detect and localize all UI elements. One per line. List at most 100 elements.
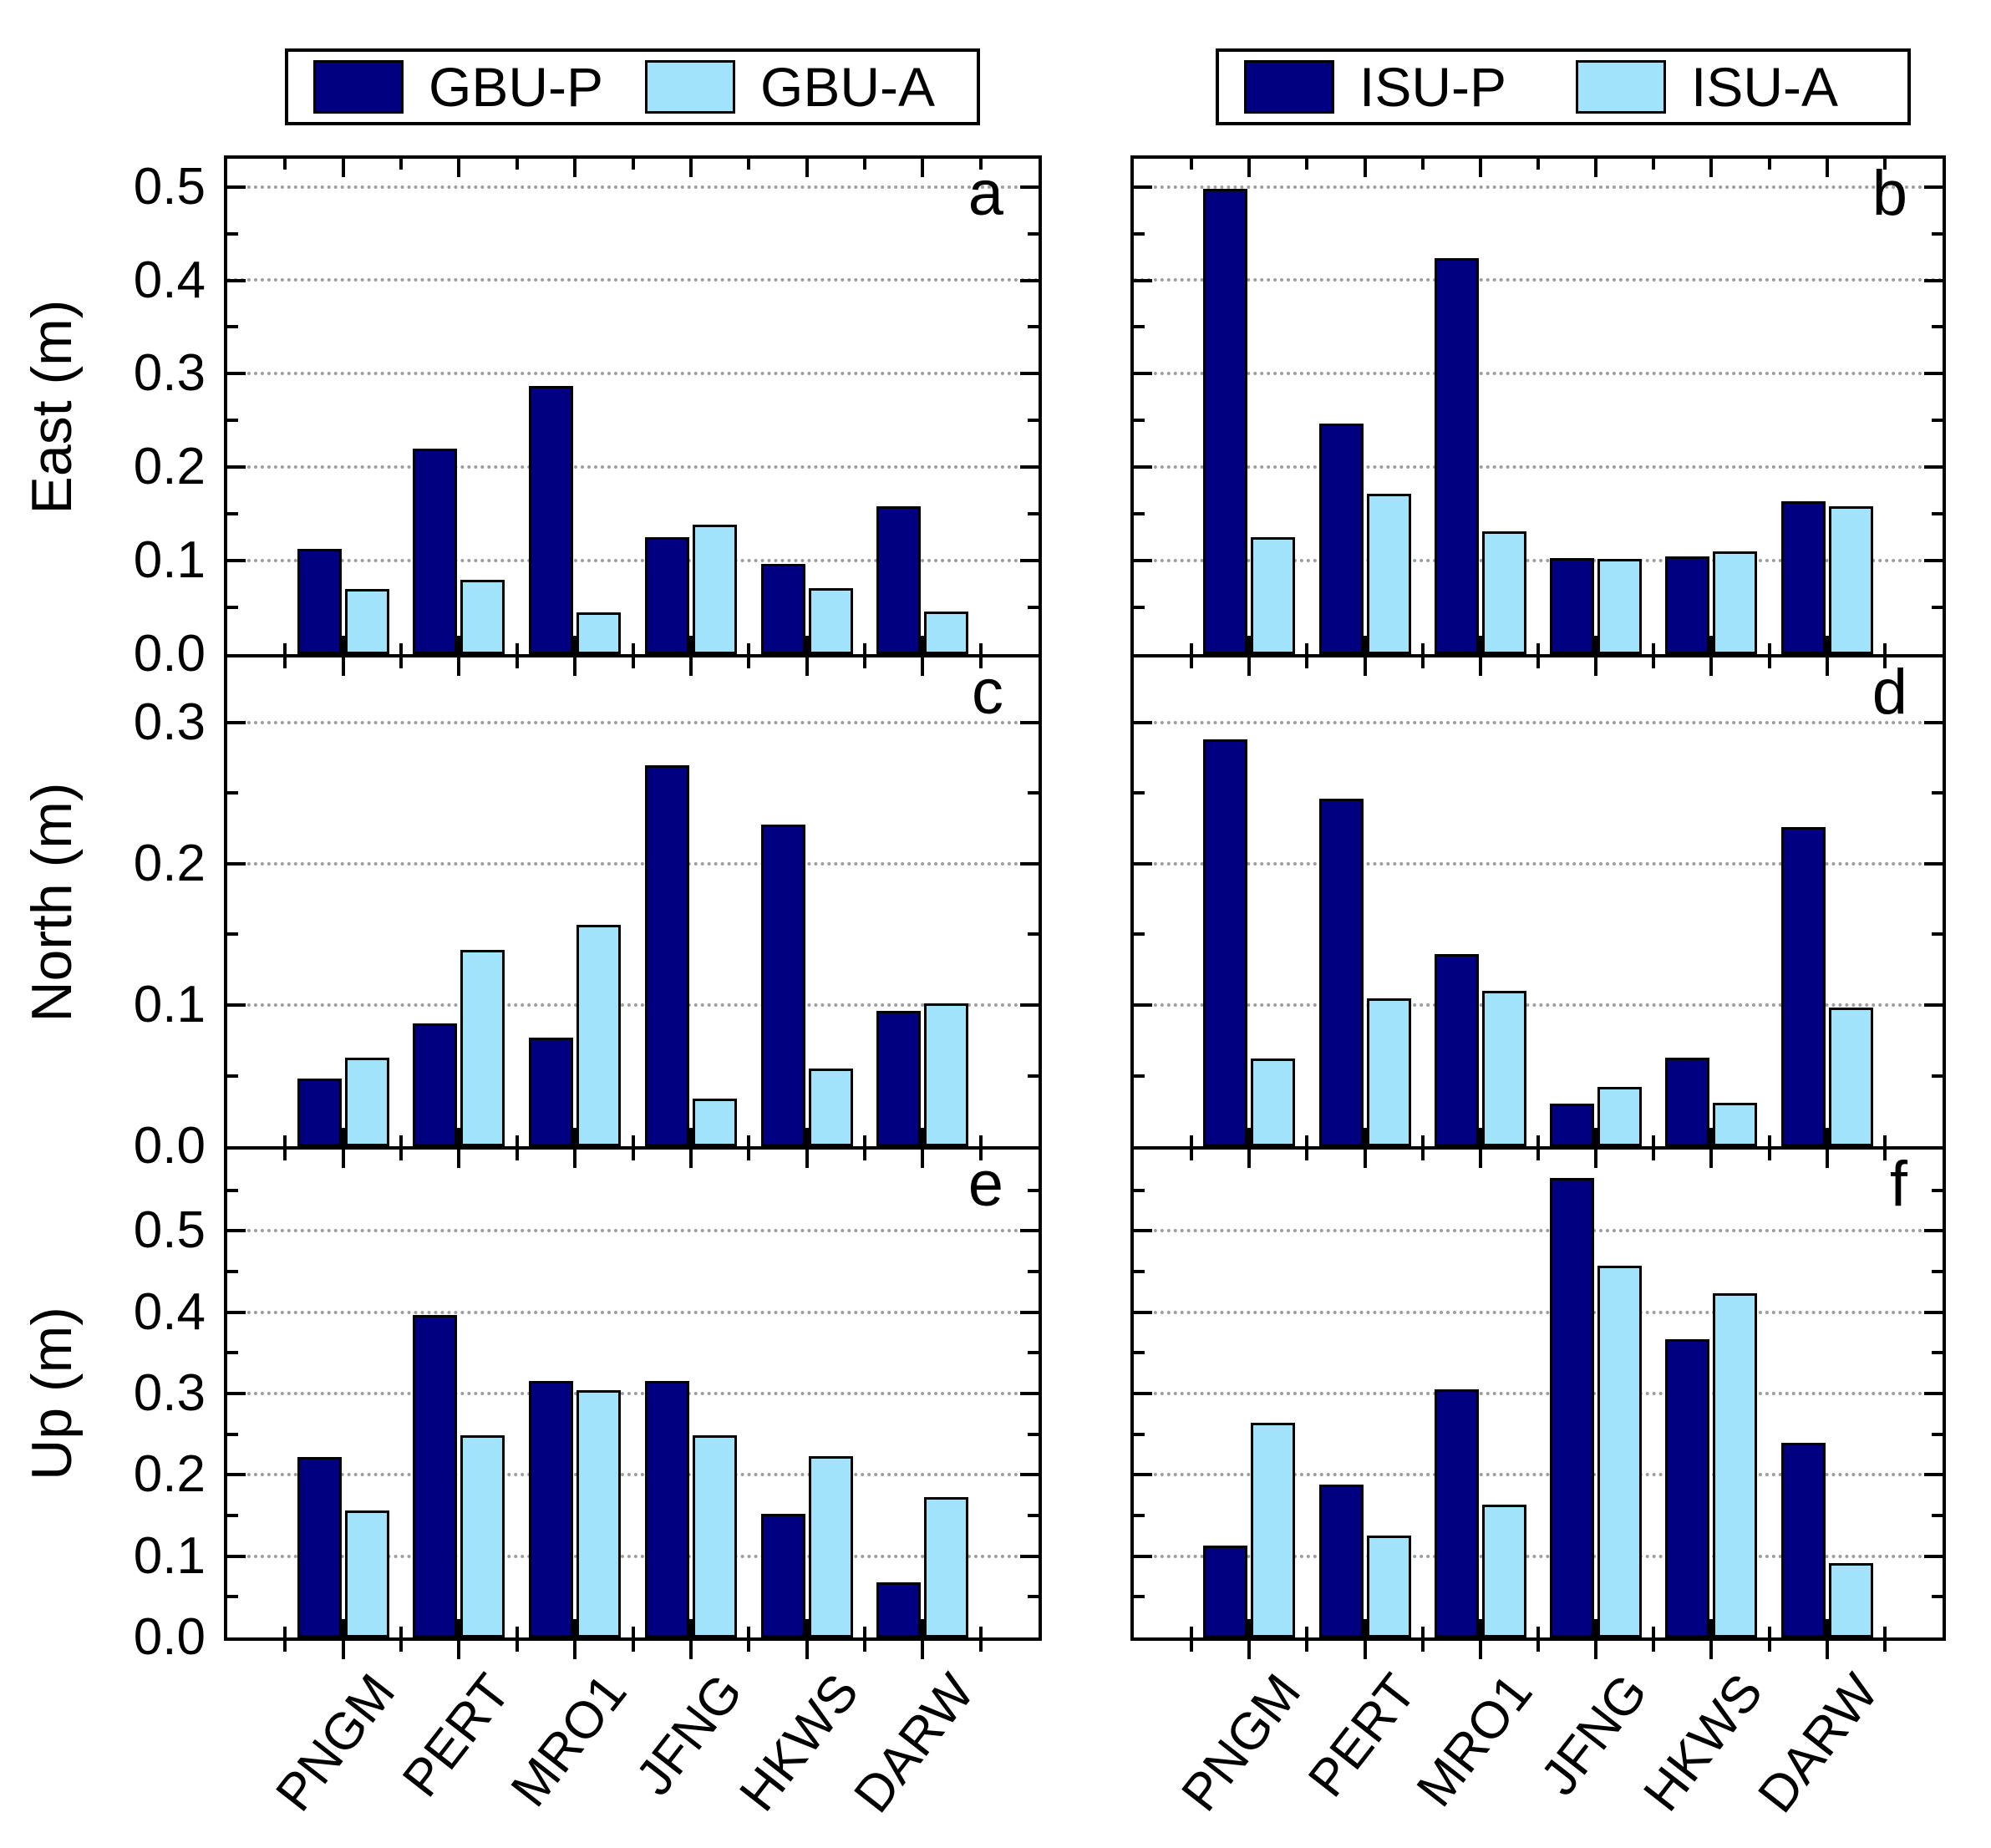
x-major-tick xyxy=(341,1128,345,1146)
panel-f: f xyxy=(1130,1146,1946,1641)
x-minor-tick xyxy=(1190,1135,1194,1146)
bar-PERT-ISU-A xyxy=(1366,493,1411,654)
x-minor-tick xyxy=(978,159,983,170)
bar-DARW-ISU-P xyxy=(1780,826,1826,1146)
y-major-tick xyxy=(1020,1310,1039,1314)
gridline xyxy=(1134,1229,1943,1233)
x-minor-tick xyxy=(1652,1627,1656,1637)
x-major-tick xyxy=(1709,636,1714,654)
gridline xyxy=(227,861,1039,866)
y-major-tick xyxy=(1134,559,1152,563)
panel-e: e xyxy=(224,1146,1042,1641)
x-minor-tick xyxy=(283,1135,287,1146)
panel-c: c xyxy=(224,654,1042,1150)
bar-JFNG-GBU-P xyxy=(644,537,689,654)
x-minor-tick xyxy=(283,1150,287,1160)
y-major-tick xyxy=(227,1003,246,1007)
x-minor-tick xyxy=(1652,643,1656,654)
bar-PNGM-ISU-P xyxy=(1203,1546,1248,1637)
x-axis-outer-major-tick xyxy=(1363,1641,1367,1659)
gridline xyxy=(227,1229,1039,1233)
x-axis-outer-major-tick xyxy=(1709,1641,1714,1659)
y-major-tick xyxy=(1134,861,1152,866)
bar-DARW-GBU-A xyxy=(924,1496,969,1637)
y-minor-tick xyxy=(1028,231,1039,236)
y-minor-tick xyxy=(1134,791,1145,795)
y-minor-tick xyxy=(227,932,238,937)
bar-HKWS-GBU-A xyxy=(808,1455,853,1637)
x-minor-tick xyxy=(747,643,751,654)
x-minor-tick xyxy=(1305,1135,1309,1146)
x-minor-tick xyxy=(1190,657,1194,668)
x-minor-tick xyxy=(1882,643,1887,654)
bar-PERT-GBU-A xyxy=(460,950,505,1146)
ytick-label-up-0.1: 0.1 xyxy=(133,1526,206,1585)
gridline xyxy=(1134,465,1943,470)
y-minor-tick xyxy=(1028,325,1039,329)
ytick-label-north-0.1: 0.1 xyxy=(133,975,206,1033)
y-minor-tick xyxy=(1932,1595,1943,1599)
x-major-tick xyxy=(341,636,345,654)
bar-HKWS-ISU-A xyxy=(1713,1102,1758,1146)
y-major-tick xyxy=(227,372,246,376)
x-axis-outer-minor-tick xyxy=(1420,1641,1425,1652)
x-minor-tick xyxy=(1420,1627,1425,1637)
y-major-tick xyxy=(1134,720,1152,724)
legend-swatch-gbu-p xyxy=(313,60,404,114)
x-minor-tick xyxy=(1767,1627,1771,1637)
bar-JFNG-ISU-A xyxy=(1597,558,1643,654)
xtick-label-MRO1: MRO1 xyxy=(500,1663,638,1818)
gridline xyxy=(227,372,1039,376)
x-major-tick xyxy=(688,159,693,177)
x-axis-outer-minor-tick xyxy=(631,1641,635,1652)
x-minor-tick xyxy=(1305,643,1309,654)
panel-letter-b: b xyxy=(1872,158,1907,229)
x-major-tick xyxy=(341,1619,345,1637)
y-minor-tick xyxy=(1028,1074,1039,1078)
bar-DARW-GBU-P xyxy=(876,1581,922,1637)
x-major-tick xyxy=(921,1619,925,1637)
y-minor-tick xyxy=(1028,1432,1039,1436)
bar-HKWS-ISU-A xyxy=(1713,551,1758,654)
y-major-tick xyxy=(1134,372,1152,376)
bar-HKWS-ISU-P xyxy=(1665,1338,1710,1637)
x-minor-tick xyxy=(1420,643,1425,654)
y-minor-tick xyxy=(1134,1270,1145,1273)
ytick-label-up-0.3: 0.3 xyxy=(133,1364,206,1422)
x-axis-outer-minor-tick xyxy=(1767,1641,1771,1652)
x-major-tick xyxy=(1247,657,1252,676)
bar-PNGM-GBU-P xyxy=(297,548,342,654)
gridline xyxy=(227,720,1039,724)
x-minor-tick xyxy=(1882,159,1887,170)
y-major-tick xyxy=(1020,1003,1039,1007)
x-minor-tick xyxy=(399,657,404,668)
bar-HKWS-GBU-A xyxy=(808,587,853,654)
y-major-tick xyxy=(1924,1229,1943,1233)
y-minor-tick xyxy=(1028,791,1039,795)
y-major-tick xyxy=(1134,1392,1152,1395)
x-minor-tick xyxy=(515,1135,519,1146)
x-major-tick xyxy=(1709,1128,1714,1146)
bar-DARW-ISU-A xyxy=(1828,1008,1873,1146)
bar-MRO1-ISU-A xyxy=(1481,1505,1526,1637)
y-major-tick xyxy=(227,559,246,563)
x-minor-tick xyxy=(978,1135,983,1146)
bar-PERT-GBU-P xyxy=(413,1314,458,1637)
bar-JFNG-ISU-A xyxy=(1597,1087,1643,1146)
y-major-tick xyxy=(1020,1473,1039,1477)
y-major-tick xyxy=(1020,278,1039,282)
y-major-tick xyxy=(1924,1554,1943,1558)
bar-PNGM-GBU-P xyxy=(297,1078,342,1146)
x-minor-tick xyxy=(399,643,404,654)
x-minor-tick xyxy=(283,1627,287,1637)
bar-PNGM-GBU-A xyxy=(344,588,389,654)
x-major-tick xyxy=(805,636,809,654)
bar-MRO1-ISU-P xyxy=(1434,954,1479,1146)
x-major-tick xyxy=(1594,657,1598,676)
x-major-tick xyxy=(573,1150,577,1168)
y-minor-tick xyxy=(1932,932,1943,937)
y-major-tick xyxy=(1134,1554,1152,1558)
y-minor-tick xyxy=(1134,1595,1145,1599)
x-major-tick xyxy=(1478,1619,1482,1637)
panel-d: d xyxy=(1130,654,1946,1150)
